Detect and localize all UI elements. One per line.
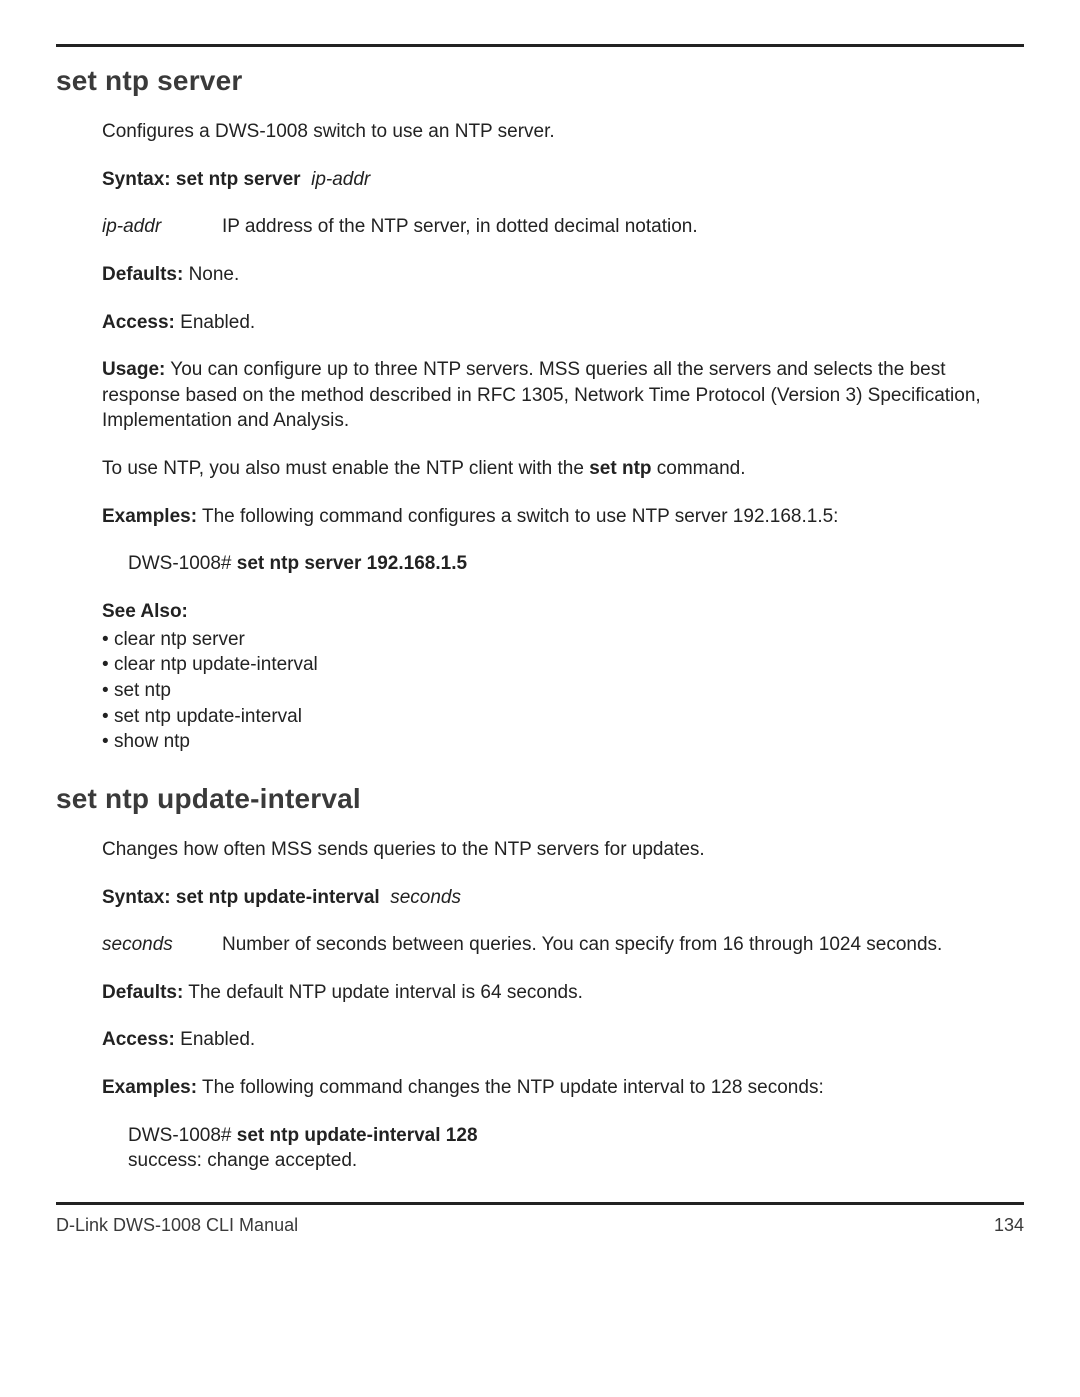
- section2-example-block: DWS-1008# set ntp update-interval 128 su…: [128, 1123, 1024, 1174]
- example-output: success: change accepted.: [128, 1148, 1024, 1174]
- footer-left: D-Link DWS-1008 CLI Manual: [56, 1215, 298, 1236]
- example-prompt: DWS-1008#: [128, 553, 237, 574]
- section2-description: Changes how often MSS sends queries to t…: [102, 837, 1024, 863]
- defaults-value: None.: [183, 264, 239, 285]
- see-also-list: clear ntp server clear ntp update-interv…: [102, 627, 1024, 755]
- usage-note-bold: set ntp: [589, 458, 651, 479]
- section1-usage: Usage: You can configure up to three NTP…: [102, 357, 1024, 434]
- see-also-item: clear ntp server: [102, 627, 1024, 653]
- access-value: Enabled.: [175, 1029, 255, 1050]
- section1-access: Access: Enabled.: [102, 310, 1024, 336]
- see-also-label: See Also:: [102, 599, 1024, 625]
- section2-param-row: seconds Number of seconds between querie…: [102, 932, 1024, 958]
- usage-note-pre: To use NTP, you also must enable the NTP…: [102, 458, 589, 479]
- section-title-set-ntp-update-interval: set ntp update-interval: [56, 783, 1024, 815]
- syntax-param: seconds: [390, 887, 461, 908]
- section1-body: Configures a DWS-1008 switch to use an N…: [102, 119, 1024, 529]
- examples-text: The following command configures a switc…: [197, 506, 838, 527]
- see-also-item: set ntp: [102, 678, 1024, 704]
- syntax-label: Syntax: set ntp update-interval: [102, 887, 380, 908]
- section1-see-also-block: See Also: clear ntp server clear ntp upd…: [102, 599, 1024, 755]
- defaults-label: Defaults:: [102, 264, 183, 285]
- syntax-param: ip-addr: [311, 169, 370, 190]
- syntax-label: Syntax: set ntp server: [102, 169, 301, 190]
- footer-rule: D-Link DWS-1008 CLI Manual 134: [56, 1202, 1024, 1236]
- defaults-label: Defaults:: [102, 982, 183, 1003]
- section2-examples: Examples: The following command changes …: [102, 1075, 1024, 1101]
- section1-usage-note: To use NTP, you also must enable the NTP…: [102, 456, 1024, 482]
- usage-note-post: command.: [652, 458, 746, 479]
- access-value: Enabled.: [175, 312, 255, 333]
- section1-defaults: Defaults: None.: [102, 262, 1024, 288]
- param-def: IP address of the NTP server, in dotted …: [222, 214, 1024, 240]
- footer-page-number: 134: [994, 1215, 1024, 1236]
- see-also-item: set ntp update-interval: [102, 704, 1024, 730]
- section1-param-row: ip-addr IP address of the NTP server, in…: [102, 214, 1024, 240]
- section1-syntax: Syntax: set ntp server ip-addr: [102, 167, 1024, 193]
- param-term: seconds: [102, 932, 182, 958]
- section-title-set-ntp-server: set ntp server: [56, 65, 1024, 97]
- top-rule: [56, 44, 1024, 47]
- footer-row: D-Link DWS-1008 CLI Manual 134: [56, 1215, 1024, 1236]
- see-also-item: show ntp: [102, 729, 1024, 755]
- examples-label: Examples:: [102, 1077, 197, 1098]
- section1-example-block: DWS-1008# set ntp server 192.168.1.5: [128, 551, 1024, 577]
- examples-text: The following command changes the NTP up…: [197, 1077, 824, 1098]
- section2-syntax: Syntax: set ntp update-interval seconds: [102, 885, 1024, 911]
- section1-examples: Examples: The following command configur…: [102, 504, 1024, 530]
- usage-text: You can configure up to three NTP server…: [102, 359, 981, 431]
- param-def: Number of seconds between queries. You c…: [222, 932, 1024, 958]
- examples-label: Examples:: [102, 506, 197, 527]
- see-also-item: clear ntp update-interval: [102, 652, 1024, 678]
- defaults-value: The default NTP update interval is 64 se…: [183, 982, 583, 1003]
- section1-description: Configures a DWS-1008 switch to use an N…: [102, 119, 1024, 145]
- param-term: ip-addr: [102, 214, 182, 240]
- usage-label: Usage:: [102, 359, 165, 380]
- section2-body: Changes how often MSS sends queries to t…: [102, 837, 1024, 1101]
- section2-access: Access: Enabled.: [102, 1027, 1024, 1053]
- manual-page: set ntp server Configures a DWS-1008 swi…: [0, 0, 1080, 1397]
- section2-defaults: Defaults: The default NTP update interva…: [102, 980, 1024, 1006]
- example-prompt: DWS-1008#: [128, 1125, 237, 1146]
- access-label: Access:: [102, 1029, 175, 1050]
- example-cmd: set ntp server 192.168.1.5: [237, 553, 467, 574]
- access-label: Access:: [102, 312, 175, 333]
- example-cmd: set ntp update-interval 128: [237, 1125, 478, 1146]
